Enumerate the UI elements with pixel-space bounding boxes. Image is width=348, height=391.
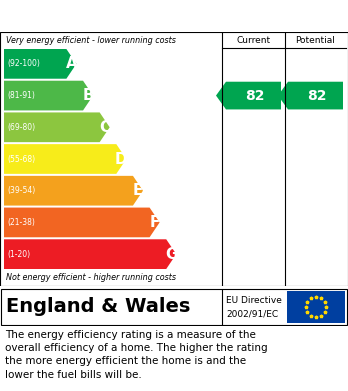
Text: Potential: Potential bbox=[295, 36, 335, 45]
Text: (39-54): (39-54) bbox=[7, 186, 35, 195]
Text: (55-68): (55-68) bbox=[7, 154, 35, 163]
Text: Not energy efficient - higher running costs: Not energy efficient - higher running co… bbox=[6, 273, 176, 283]
Text: Current: Current bbox=[236, 36, 270, 45]
Polygon shape bbox=[4, 176, 143, 206]
Text: EU Directive: EU Directive bbox=[226, 296, 282, 305]
Text: Very energy efficient - lower running costs: Very energy efficient - lower running co… bbox=[6, 36, 176, 45]
Text: C: C bbox=[99, 120, 110, 135]
Polygon shape bbox=[4, 144, 126, 174]
Text: (69-80): (69-80) bbox=[7, 123, 35, 132]
Bar bbox=[287, 291, 345, 323]
Polygon shape bbox=[4, 81, 93, 110]
Polygon shape bbox=[4, 208, 160, 237]
Polygon shape bbox=[4, 113, 110, 142]
Text: A: A bbox=[65, 56, 77, 71]
Polygon shape bbox=[216, 82, 281, 109]
Text: The energy efficiency rating is a measure of the
overall efficiency of a home. T: The energy efficiency rating is a measur… bbox=[5, 330, 268, 380]
Text: 82: 82 bbox=[245, 89, 264, 102]
Text: B: B bbox=[82, 88, 94, 103]
Text: (1-20): (1-20) bbox=[7, 249, 30, 258]
Text: Energy Efficiency Rating: Energy Efficiency Rating bbox=[5, 9, 227, 23]
Text: G: G bbox=[165, 247, 177, 262]
Text: (92-100): (92-100) bbox=[7, 59, 40, 68]
Text: E: E bbox=[133, 183, 143, 198]
Text: (21-38): (21-38) bbox=[7, 218, 35, 227]
Text: (81-91): (81-91) bbox=[7, 91, 35, 100]
Text: 2002/91/EC: 2002/91/EC bbox=[226, 309, 278, 318]
Text: D: D bbox=[115, 151, 128, 167]
Polygon shape bbox=[278, 82, 343, 109]
Text: 82: 82 bbox=[307, 89, 326, 102]
Text: F: F bbox=[149, 215, 160, 230]
Polygon shape bbox=[4, 49, 77, 79]
Polygon shape bbox=[4, 239, 176, 269]
Text: England & Wales: England & Wales bbox=[6, 298, 190, 316]
